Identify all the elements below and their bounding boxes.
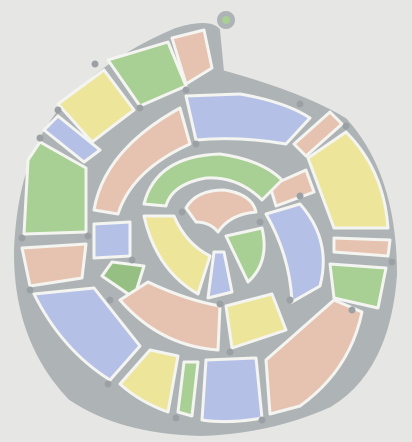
solder-joint <box>256 218 264 226</box>
tile-green-bottom-small <box>176 360 200 418</box>
tile-blue-right-ring <box>264 202 325 304</box>
tile-blue-inner-sliver <box>206 250 234 300</box>
solder-joint <box>286 296 294 304</box>
solder-joint <box>348 306 356 314</box>
solder-joint <box>172 414 180 422</box>
tile-yellow-right <box>306 130 390 230</box>
solder-joint <box>91 60 99 68</box>
solder-joint <box>26 286 34 294</box>
tile-peach-right-ring-small <box>268 168 316 208</box>
tile-green-inner-center <box>224 226 266 284</box>
mosaic-tiles <box>20 28 392 424</box>
tile-peach-left <box>20 242 88 288</box>
tile-blue-bottom-left <box>32 286 142 382</box>
solder-joint <box>192 140 200 148</box>
tile-green-left-large <box>22 140 88 236</box>
tile-peach-upper-right <box>292 110 344 158</box>
solder-joint <box>18 234 26 242</box>
tile-peach-top <box>170 28 214 86</box>
solder-joint <box>388 258 396 266</box>
tile-blue-left-small <box>42 114 102 164</box>
spiral-end-loop-center <box>222 16 230 24</box>
solder-joint <box>54 106 62 114</box>
tile-blue-second-left <box>92 220 132 260</box>
solder-joint <box>182 86 190 94</box>
solder-joint <box>178 208 186 216</box>
solder-joint <box>296 192 304 200</box>
solder-joint <box>128 256 136 264</box>
tile-green-inner-band <box>142 152 284 208</box>
tile-blue-bottom <box>200 356 264 424</box>
solder-joint <box>216 300 224 308</box>
tile-yellow-lower-middle <box>224 292 288 350</box>
solder-joint <box>226 348 234 356</box>
tile-green-dark-small <box>100 260 146 300</box>
tile-peach-bottom-right <box>264 298 364 416</box>
tile-yellow-inner-left <box>142 214 212 296</box>
solder-joint <box>84 232 92 240</box>
tile-peach-lower-band <box>118 280 222 352</box>
solder-joint <box>106 296 114 304</box>
solder-joint <box>104 380 112 388</box>
solder-joint <box>36 134 44 142</box>
tile-peach-right-small <box>332 236 392 258</box>
tile-blue-top <box>184 92 312 146</box>
tile-green-top <box>106 40 188 108</box>
solder-joints <box>18 60 396 424</box>
solder-joint <box>342 122 350 130</box>
tile-green-right <box>328 262 388 310</box>
tile-peach-second-ring <box>92 106 192 216</box>
solder-joint <box>258 416 266 424</box>
tile-yellow-top-left <box>56 68 136 144</box>
tile-yellow-bottom <box>118 348 180 414</box>
tile-peach-center-curl <box>184 188 258 234</box>
solder-joint <box>296 100 304 108</box>
solder-joint <box>136 104 144 112</box>
